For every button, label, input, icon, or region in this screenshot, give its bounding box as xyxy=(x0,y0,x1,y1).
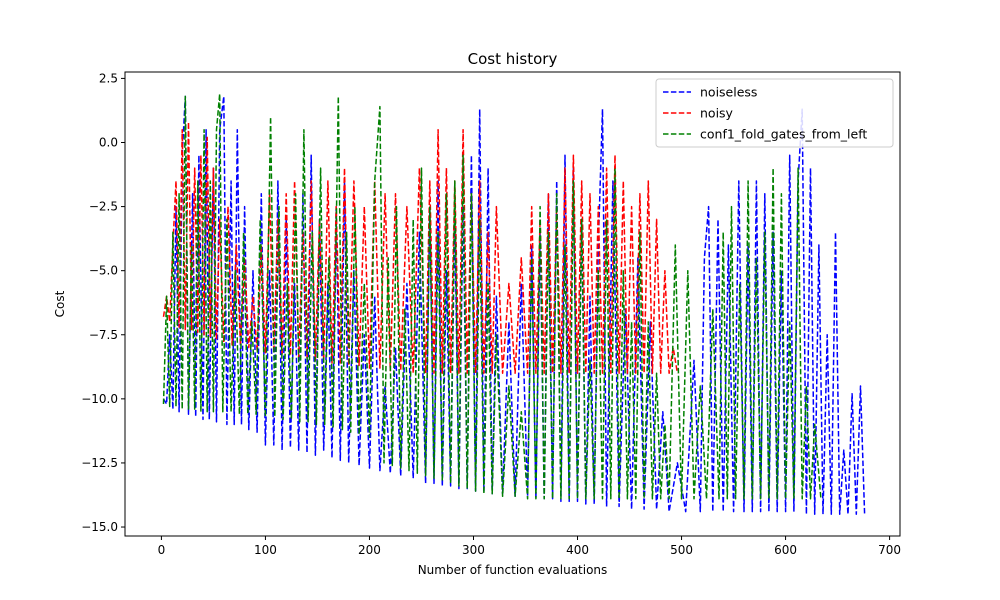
x-axis-ticks: 0 100 200 300 400 500 600 700 xyxy=(158,536,901,557)
plot-frame xyxy=(124,71,901,537)
plot-area: 0 100 200 300 400 500 600 700 2.5 0.0 −2.5 −5.0 −7.… xyxy=(81,71,901,557)
y-tick-label: −7.5 xyxy=(89,328,118,342)
x-tick-label: 400 xyxy=(566,543,589,557)
x-tick-label: 100 xyxy=(254,543,277,557)
x-tick-label: 0 xyxy=(158,543,166,557)
legend-label: conf1_fold_gates_from_left xyxy=(700,127,867,142)
x-axis-label: Number of function evaluations xyxy=(418,563,608,577)
series-line-0 xyxy=(162,95,866,515)
y-tick-label: 0.0 xyxy=(99,135,118,149)
y-tick-label: 2.5 xyxy=(99,71,118,85)
y-tick-label: −10.0 xyxy=(81,392,118,406)
chart-title: Cost history xyxy=(468,50,558,68)
series-group xyxy=(162,93,866,515)
x-tick-label: 600 xyxy=(774,543,797,557)
series-line-2 xyxy=(162,93,822,500)
y-tick-label: −5.0 xyxy=(89,264,118,278)
series-line-1 xyxy=(162,121,679,374)
x-tick-label: 500 xyxy=(670,543,693,557)
x-tick-label: 700 xyxy=(878,543,901,557)
legend-label: noisy xyxy=(700,106,734,121)
y-axis-label: Cost xyxy=(53,290,67,317)
x-tick-label: 300 xyxy=(462,543,485,557)
legend: noiseless noisy conf1_fold_gates_from_left xyxy=(655,78,894,148)
y-tick-label: −15.0 xyxy=(81,520,118,534)
y-axis-ticks: 2.5 0.0 −2.5 −5.0 −7.5 −10.0 −12.5 −15.0 xyxy=(81,71,125,534)
x-tick-label: 200 xyxy=(358,543,381,557)
legend-label: noiseless xyxy=(700,85,757,100)
legend-box xyxy=(655,78,894,148)
y-tick-label: −12.5 xyxy=(81,456,118,470)
y-tick-label: −2.5 xyxy=(89,200,118,214)
